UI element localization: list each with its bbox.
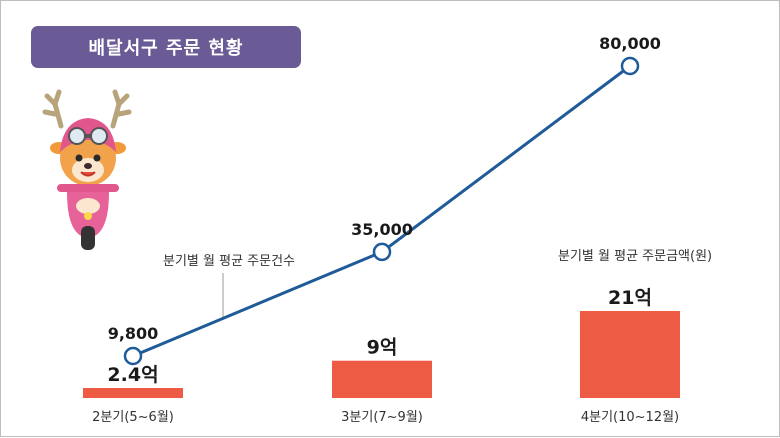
line-value-label-1: 35,000 [351, 220, 413, 239]
bar-value-label-2: 21억 [608, 287, 652, 309]
line-layer [123, 56, 640, 366]
bar-0 [83, 388, 183, 398]
bars-layer [83, 311, 680, 398]
chart-title: 배달서구 주문 현황 [31, 26, 301, 68]
bar-series-label: 분기별 월 평균 주문금액(원) [558, 249, 712, 264]
line-series-label: 분기별 월 평균 주문건수 [163, 254, 295, 269]
category-label-0: 2분기(5~6월) [92, 410, 174, 425]
mascot-deer-scooter-icon [42, 89, 132, 250]
line-point-0 [123, 346, 143, 366]
line-point-1 [372, 242, 392, 262]
category-label-1: 3분기(7~9월) [341, 410, 423, 425]
bar-value-label-0: 2.4억 [107, 364, 158, 386]
line-value-label-0: 9,800 [108, 324, 159, 343]
labels-layer: 2.4억 2분기(5~6월) 9억 3분기(7~9월) 21억 4분기(10~12월) 9,… [92, 34, 679, 425]
line-value-label-2: 80,000 [599, 34, 661, 53]
category-label-2: 4분기(10~12월) [581, 410, 679, 425]
bar-1 [332, 360, 432, 398]
bar-2 [580, 311, 680, 398]
line-series-path [132, 64, 631, 358]
line-point-2 [620, 56, 640, 76]
bar-value-label-1: 9억 [367, 337, 398, 359]
